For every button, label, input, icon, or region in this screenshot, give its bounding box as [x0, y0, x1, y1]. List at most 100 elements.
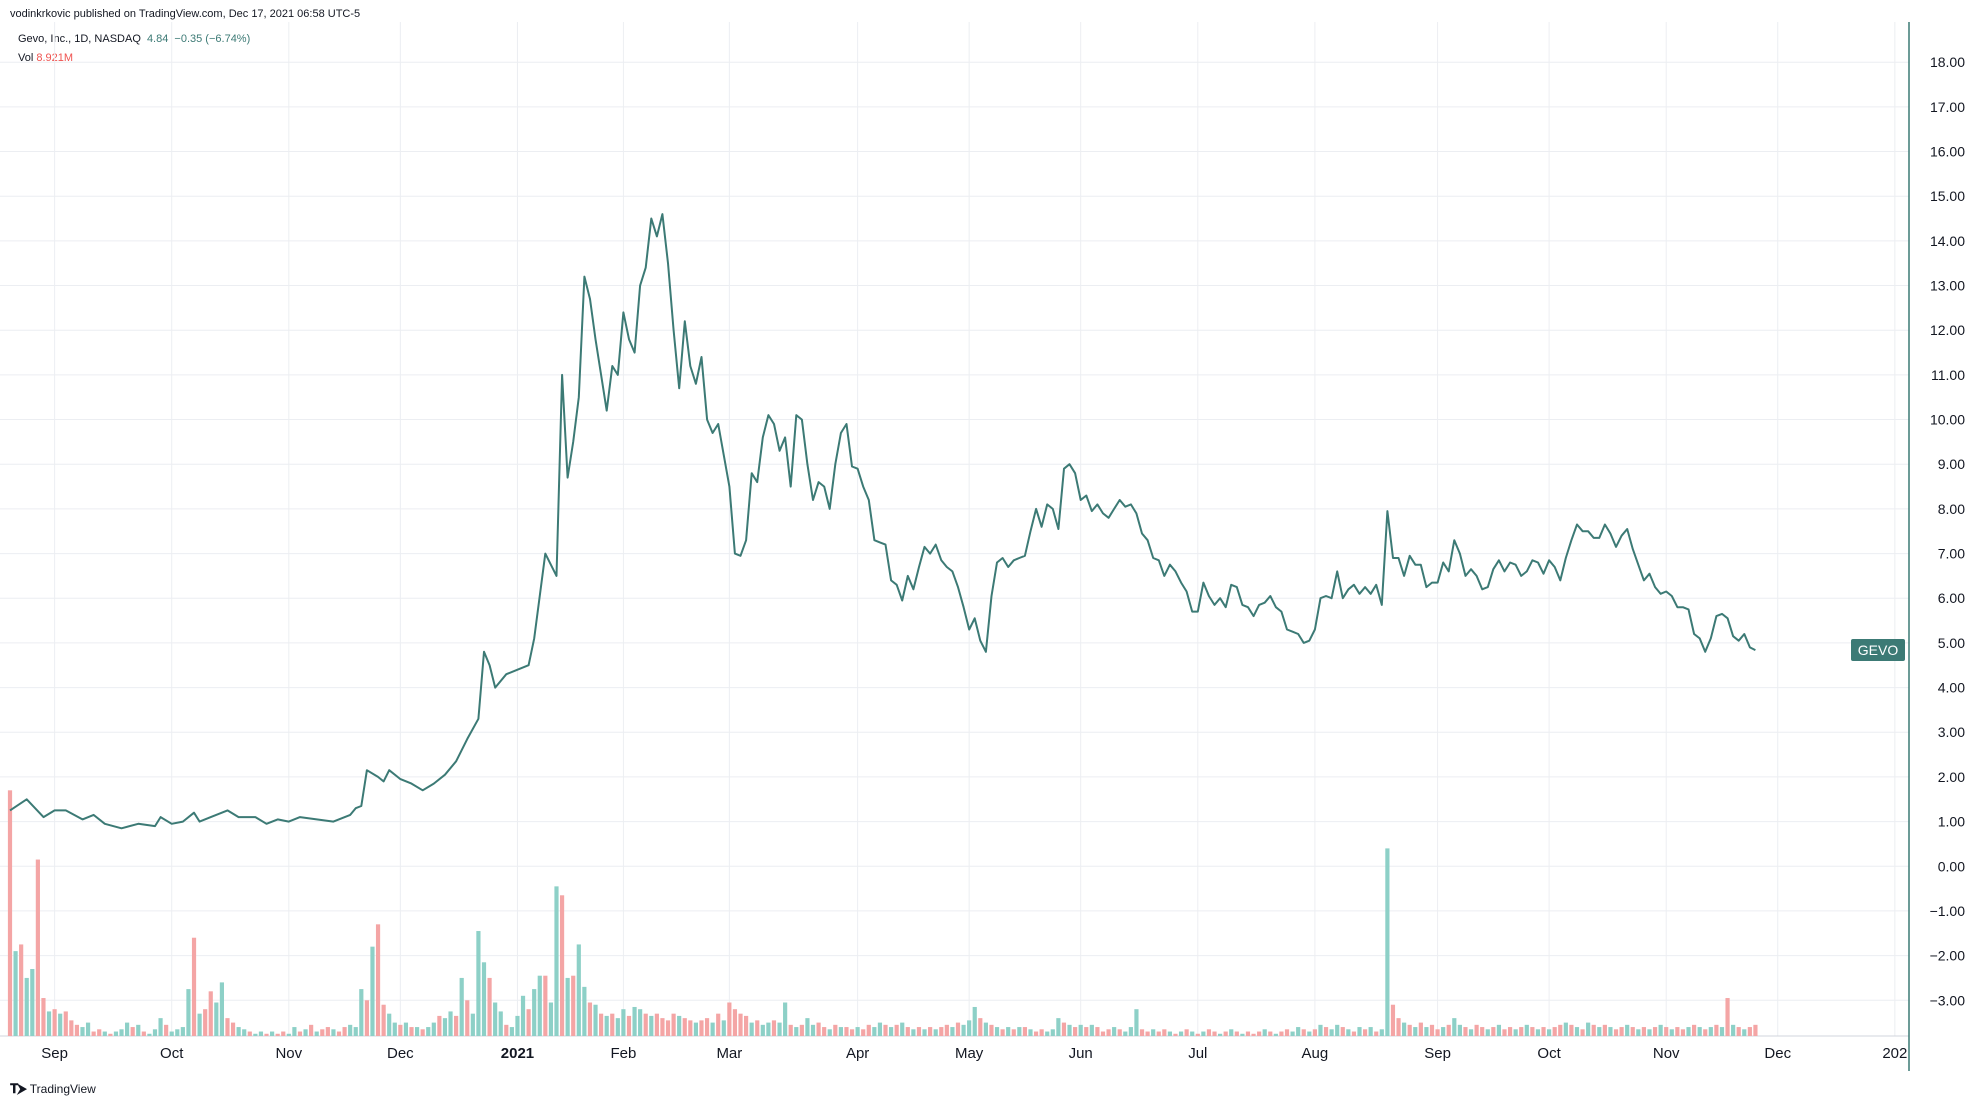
volume-bar: [1390, 1004, 1396, 1036]
tradingview-footer[interactable]: 𝐓⮞ TradingView: [10, 1081, 96, 1097]
volume-bar: [1318, 1024, 1323, 1036]
volume-bar: [1530, 1027, 1535, 1036]
volume-bar: [1452, 1018, 1457, 1036]
volume-bar: [1201, 1031, 1206, 1036]
volume-bar: [1630, 1027, 1635, 1036]
volume-bar: [85, 1022, 91, 1036]
volume-bar: [314, 1031, 319, 1036]
volume-bar: [766, 1022, 771, 1036]
volume-bar: [1636, 1029, 1641, 1036]
volume-bar: [989, 1024, 994, 1036]
volume-bar: [1580, 1029, 1585, 1036]
volume-bar: [794, 1027, 799, 1036]
time-tick-label: Oct: [1537, 1045, 1561, 1062]
volume-bar: [1022, 1027, 1028, 1036]
volume-bar: [1558, 1024, 1563, 1036]
volume-bar: [509, 1027, 514, 1036]
volume-bar: [1190, 1031, 1195, 1036]
volume-bar: [833, 1024, 838, 1036]
volume-bar: [866, 1024, 871, 1036]
volume-bar: [744, 1015, 749, 1036]
price-tick-label: 9.00: [1938, 456, 1965, 472]
volume-bar: [1608, 1027, 1613, 1036]
volume-bar: [638, 1009, 643, 1036]
volume-bar: [933, 1029, 938, 1036]
volume-bar: [392, 1022, 397, 1036]
volume-bar: [654, 1013, 659, 1036]
volume-bar: [476, 931, 481, 1036]
time-tick-label: Nov: [275, 1045, 302, 1062]
volume-bar: [1106, 1029, 1111, 1036]
volume-bar: [1385, 848, 1390, 1036]
volume-bar: [783, 1002, 788, 1036]
volume-bar: [1613, 1029, 1619, 1036]
volume-bar: [297, 1031, 303, 1036]
volume-bar: [1524, 1024, 1529, 1036]
volume-bar: [1664, 1027, 1669, 1036]
price-tick-label: 5.00: [1938, 635, 1965, 651]
volume-bar: [1301, 1029, 1306, 1036]
volume-bar: [1251, 1033, 1256, 1036]
volume-bar: [431, 1022, 436, 1036]
time-tick-label: Sep: [41, 1045, 68, 1062]
price-axis[interactable]: 18.00 17.00 16.00 15.00 14.00 13.00 12.00 11.00…: [1930, 54, 1966, 1008]
volume-bar: [838, 1027, 843, 1036]
volume-bar: [1173, 1033, 1178, 1036]
volume-bar: [281, 1031, 286, 1036]
volume-bar: [1357, 1027, 1362, 1036]
price-tick-label: 4.00: [1938, 680, 1965, 696]
time-tick-label: May: [955, 1045, 984, 1062]
volume-bar: [905, 1027, 910, 1036]
price-tick-label: −1.00: [1930, 903, 1966, 919]
volume-bar: [1134, 1009, 1139, 1036]
volume-bar: [1647, 1029, 1652, 1036]
price-tick-label: 8.00: [1938, 501, 1965, 517]
volume-bar: [1753, 1024, 1758, 1036]
volume-bar: [822, 1027, 827, 1036]
volume-bar: [80, 1027, 85, 1036]
volume-bar: [381, 1004, 386, 1036]
volume-bar: [1123, 1031, 1128, 1036]
volume-bar: [454, 1015, 459, 1036]
volume-bar: [1262, 1029, 1267, 1036]
volume-bar: [1017, 1027, 1022, 1036]
volume-bar: [777, 1022, 782, 1036]
volume-bar: [950, 1027, 955, 1036]
price-tick-label: 16.00: [1930, 144, 1965, 160]
volume-bar: [1184, 1029, 1189, 1036]
volume-bar: [632, 1006, 637, 1036]
volume-bar: [849, 1029, 855, 1036]
volume-bar: [1296, 1027, 1301, 1036]
volume-bar: [359, 989, 364, 1036]
volume-bar: [911, 1029, 916, 1036]
volume-bar: [1329, 1029, 1334, 1036]
price-tick-label: −2.00: [1930, 948, 1966, 964]
volume-bar: [191, 937, 197, 1036]
price-tick-label: 2.00: [1938, 769, 1965, 785]
volume-bar: [1731, 1024, 1736, 1036]
price-tick-label: 11.00: [1931, 367, 1965, 383]
volume-bar: [1128, 1027, 1133, 1036]
volume-bar: [1056, 1018, 1061, 1036]
volume-bar: [258, 1031, 264, 1036]
volume-bar: [1619, 1027, 1624, 1036]
volume-bar: [320, 1029, 325, 1036]
volume-bar: [615, 1018, 620, 1036]
volume-bar: [1100, 1031, 1106, 1036]
volume-bar: [671, 1013, 676, 1036]
volume-bar: [1697, 1027, 1702, 1036]
volume-bar: [649, 1015, 654, 1036]
volume-bar: [375, 924, 381, 1036]
volume-bar: [286, 1033, 291, 1036]
volume-bar: [108, 1033, 113, 1036]
volume-bar: [1541, 1027, 1546, 1036]
time-axis[interactable]: Sep Oct Nov Dec 2021 Feb Mar Apr May Jun Jul Aug Sep…: [41, 1045, 1907, 1062]
volume-bar: [922, 1029, 927, 1036]
volume-bar: [203, 1009, 208, 1036]
volume-bar: [387, 1013, 392, 1036]
volume-bar: [348, 1024, 353, 1036]
volume-bar: [1641, 1027, 1646, 1036]
time-tick-label: Dec: [387, 1045, 414, 1062]
volume-bar: [554, 886, 559, 1036]
